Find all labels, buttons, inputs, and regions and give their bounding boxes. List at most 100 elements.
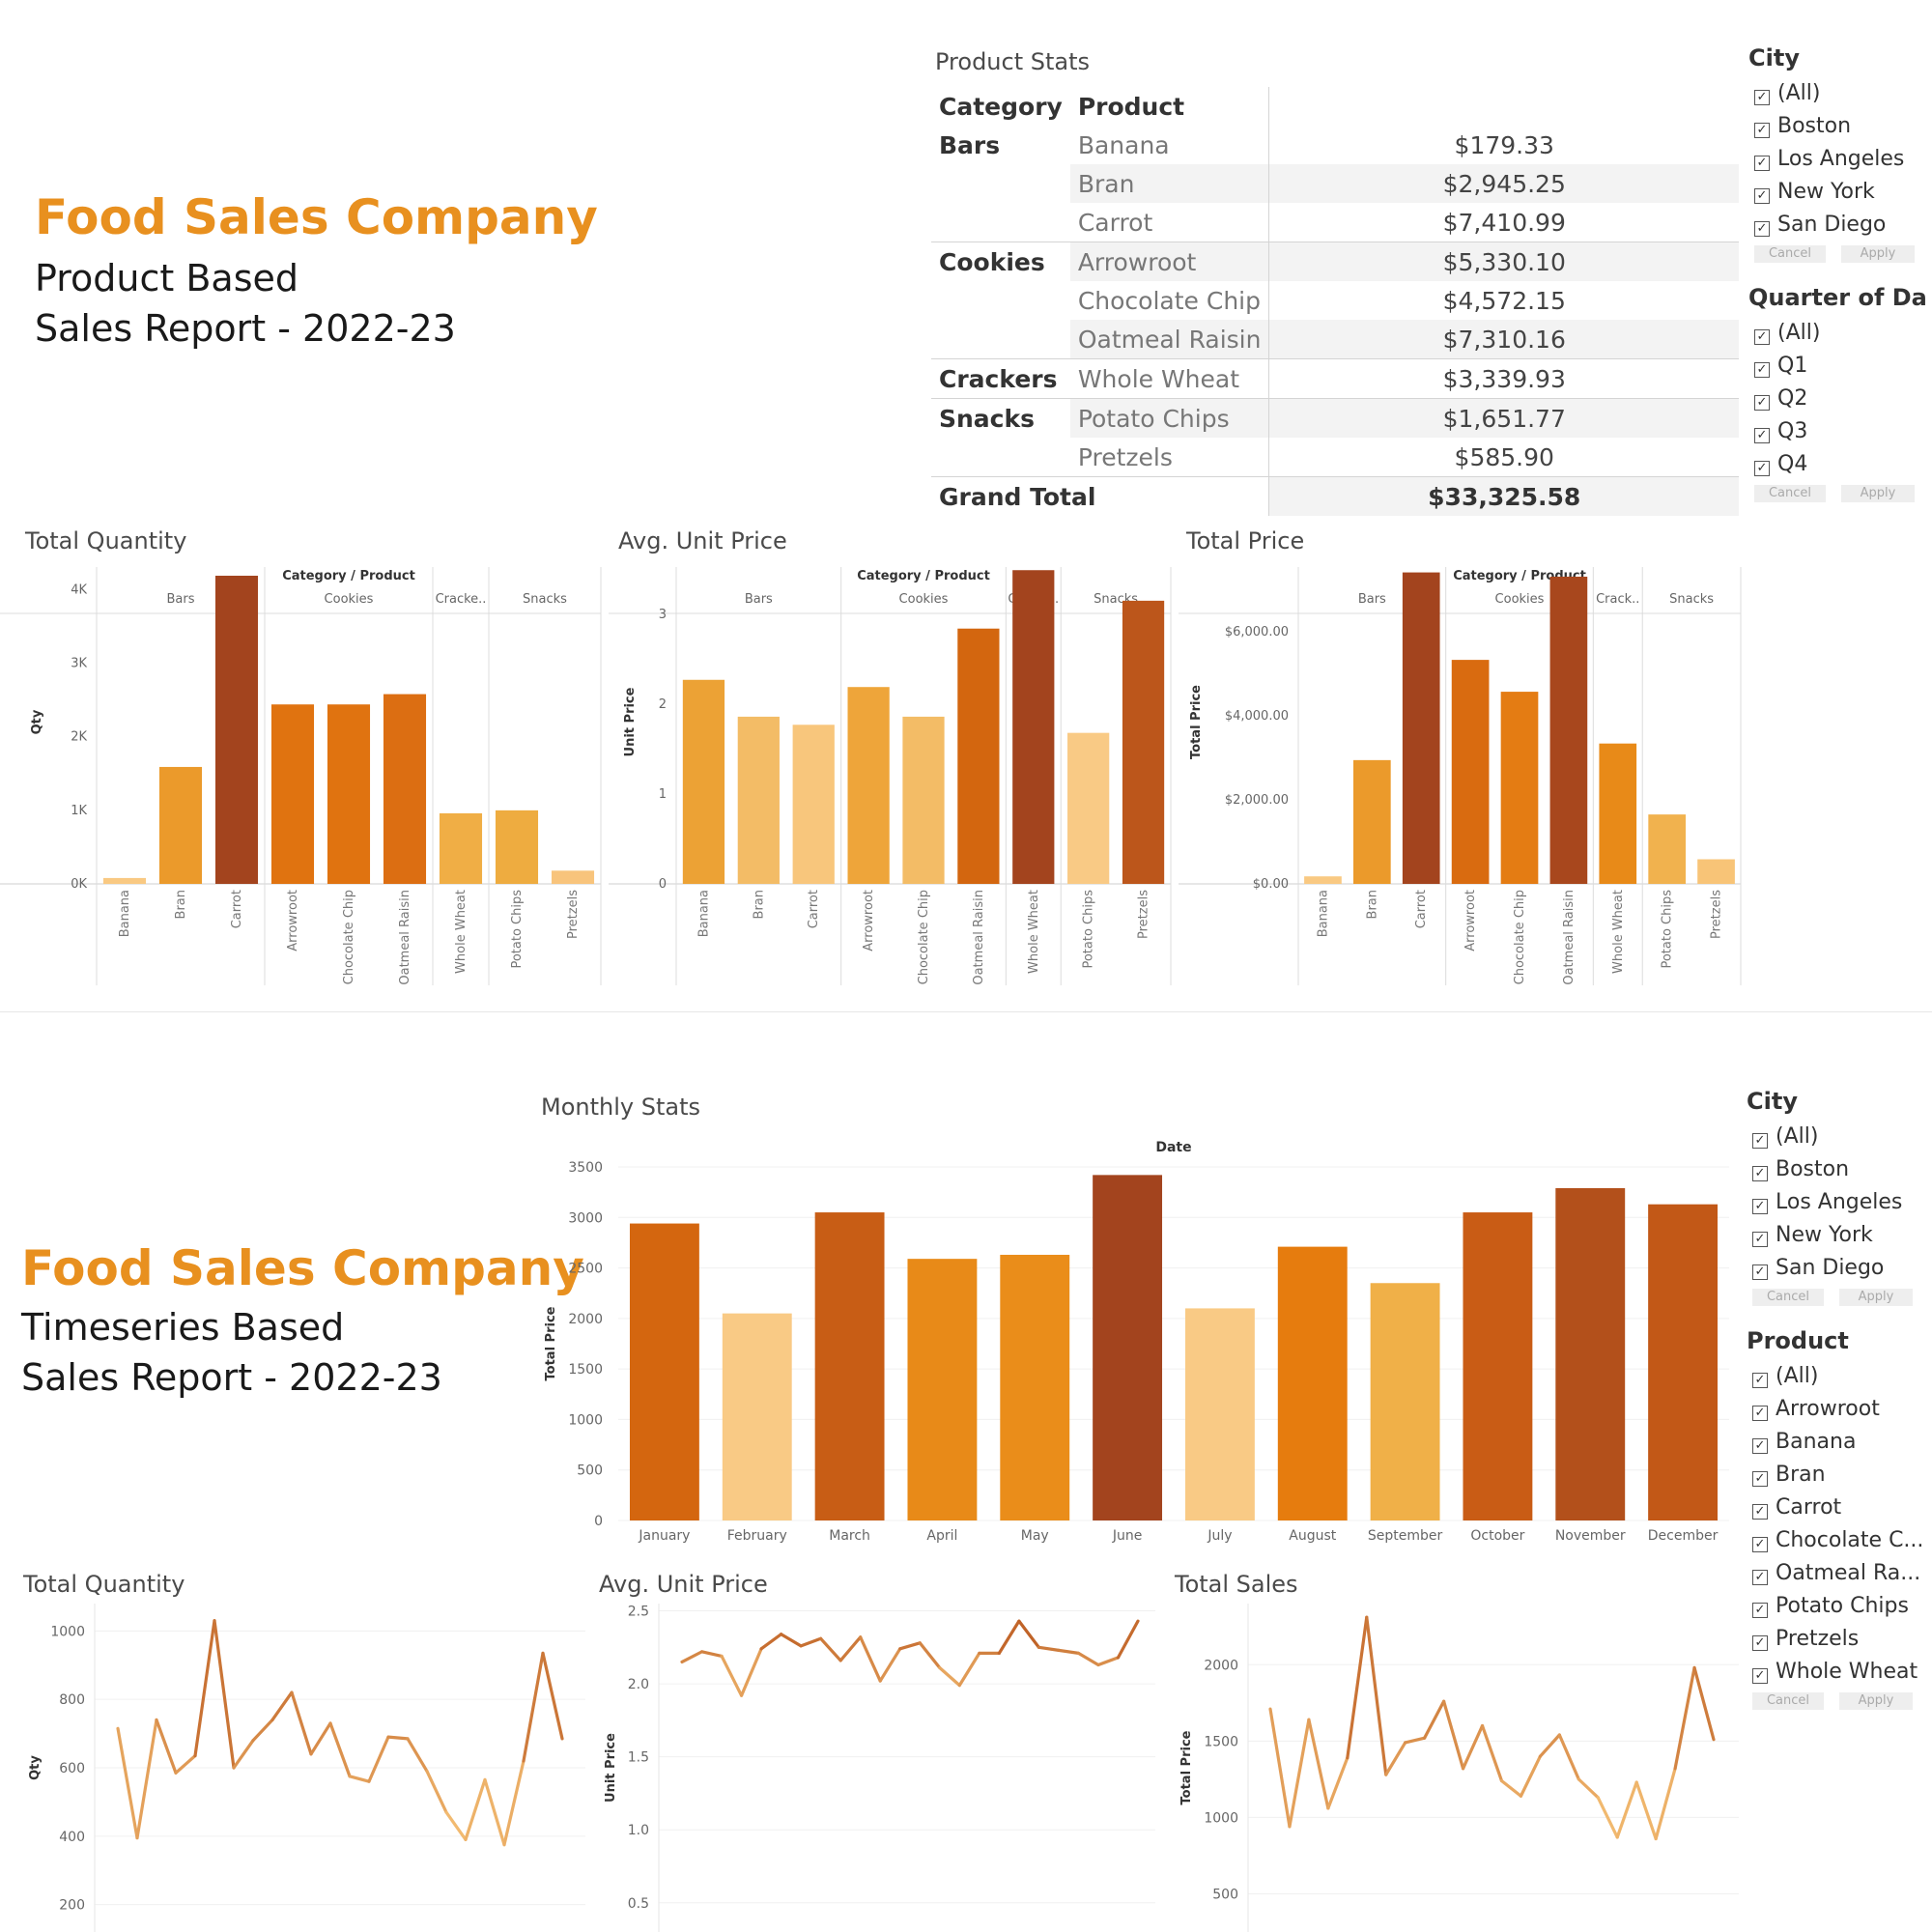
filter-option-label: San Diego (1776, 1256, 1885, 1280)
checkbox-checked-icon[interactable]: ✓ (1752, 1635, 1768, 1651)
table-row[interactable]: Pretzels $585.90 (931, 438, 1739, 477)
table-row[interactable]: Cookies Arrowroot $5,330.10 (931, 242, 1739, 281)
cancel-button[interactable]: Cancel (1752, 1289, 1824, 1306)
checkbox-checked-icon[interactable]: ✓ (1752, 1133, 1768, 1149)
column-header-product[interactable]: Product (1069, 87, 1270, 126)
line-segment (1288, 1718, 1311, 1829)
checkbox-checked-icon[interactable]: ✓ (1752, 1570, 1768, 1585)
filter-option[interactable]: ✓ New York (1747, 1219, 1928, 1252)
filter-option[interactable]: ✓ Carrot (1747, 1492, 1928, 1524)
checkbox-checked-icon[interactable]: ✓ (1754, 362, 1770, 378)
checkbox-checked-icon[interactable]: ✓ (1752, 1373, 1768, 1388)
table-row[interactable]: Oatmeal Raisin $7,310.16 (931, 320, 1739, 359)
filter-option[interactable]: ✓ Q3 (1748, 415, 1928, 448)
cancel-button[interactable]: Cancel (1754, 245, 1826, 263)
line-segment (193, 1619, 216, 1758)
checkbox-checked-icon[interactable]: ✓ (1754, 188, 1770, 204)
filter-option[interactable]: ✓ Potato Chips (1747, 1590, 1928, 1623)
checkbox-checked-icon[interactable]: ✓ (1752, 1471, 1768, 1487)
checkbox-checked-icon[interactable]: ✓ (1752, 1232, 1768, 1247)
checkbox-checked-icon[interactable]: ✓ (1754, 329, 1770, 345)
checkbox-checked-icon[interactable]: ✓ (1752, 1199, 1768, 1214)
x-tick-label: March (829, 1528, 870, 1544)
apply-button[interactable]: Apply (1839, 1692, 1913, 1710)
checkbox-checked-icon[interactable]: ✓ (1752, 1603, 1768, 1618)
filter-option[interactable]: ✓ Los Angeles (1747, 1186, 1928, 1219)
bar (792, 724, 835, 884)
apply-button[interactable]: Apply (1839, 1289, 1913, 1306)
checkbox-checked-icon[interactable]: ✓ (1754, 428, 1770, 443)
checkbox-checked-icon[interactable]: ✓ (1754, 90, 1770, 105)
checkbox-checked-icon[interactable]: ✓ (1752, 1438, 1768, 1454)
checkbox-checked-icon[interactable]: ✓ (1754, 395, 1770, 411)
filter-option[interactable]: ✓ Los Angeles (1748, 143, 1928, 176)
filter-option[interactable]: ✓ (All) (1747, 1121, 1928, 1153)
checkbox-checked-icon[interactable]: ✓ (1754, 156, 1770, 171)
table-row[interactable]: Bars Banana $179.33 (931, 126, 1739, 164)
y-tick-label: 0 (594, 1514, 603, 1529)
checkbox-checked-icon[interactable]: ✓ (1752, 1166, 1768, 1181)
table-row[interactable]: Crackers Whole Wheat $3,339.93 (931, 358, 1739, 399)
filter-option[interactable]: ✓ (All) (1748, 317, 1928, 350)
apply-button[interactable]: Apply (1841, 485, 1915, 502)
filter-option-label: Banana (1776, 1430, 1857, 1454)
filter-option[interactable]: ✓ Pretzels (1747, 1623, 1928, 1656)
column-header-category[interactable]: Category (939, 92, 1063, 121)
line-segment (502, 1759, 526, 1847)
checkbox-checked-icon[interactable]: ✓ (1754, 123, 1770, 138)
x-tick-label: Potato Chips (1082, 890, 1096, 969)
filter-option[interactable]: ✓ Boston (1748, 110, 1928, 143)
apply-button[interactable]: Apply (1841, 245, 1915, 263)
filter-option[interactable]: ✓ Arrowroot (1747, 1393, 1928, 1426)
line-segment (1673, 1665, 1696, 1771)
table-row[interactable]: Chocolate Chip $4,572.15 (931, 281, 1739, 320)
table-cell-category (931, 320, 1070, 359)
checkbox-checked-icon[interactable]: ✓ (1752, 1504, 1768, 1520)
filter-option[interactable]: ✓ (All) (1748, 77, 1928, 110)
filter-option[interactable]: ✓ Bran (1747, 1459, 1928, 1492)
line-segment (328, 1721, 352, 1778)
line-segment (1326, 1756, 1350, 1810)
filter-option-label: Q2 (1777, 386, 1808, 411)
cancel-button[interactable]: Cancel (1754, 485, 1826, 502)
bar (722, 1313, 792, 1520)
filter-option[interactable]: ✓ (All) (1747, 1360, 1928, 1393)
checkbox-checked-icon[interactable]: ✓ (1752, 1537, 1768, 1552)
checkbox-checked-icon[interactable]: ✓ (1754, 461, 1770, 476)
filter-option-label: Q3 (1777, 419, 1808, 443)
y-tick-label: 500 (577, 1463, 603, 1479)
filter-option[interactable]: ✓ San Diego (1748, 209, 1928, 242)
table-row[interactable]: Bran $2,945.25 (931, 164, 1739, 203)
filter-option[interactable]: ✓ Boston (1747, 1153, 1928, 1186)
filter-option[interactable]: ✓ Q2 (1748, 383, 1928, 415)
filter-option[interactable]: ✓ Banana (1747, 1426, 1928, 1459)
filter-option-label: Q4 (1777, 452, 1808, 476)
monthly-stats-title: Monthly Stats (541, 1094, 700, 1121)
checkbox-checked-icon[interactable]: ✓ (1752, 1406, 1768, 1421)
group-label: Bars (745, 592, 773, 607)
y-tick-label: 1500 (568, 1362, 603, 1378)
checkbox-checked-icon[interactable]: ✓ (1754, 221, 1770, 237)
x-tick-label: Bran (1365, 890, 1379, 919)
group-label: Bars (1358, 592, 1386, 607)
checkbox-checked-icon[interactable]: ✓ (1752, 1668, 1768, 1684)
y-tick-label: 600 (59, 1761, 85, 1776)
filter-option[interactable]: ✓ Oatmeal Ra... (1747, 1557, 1928, 1590)
bar (1648, 1204, 1719, 1520)
filter-option[interactable]: ✓ Whole Wheat (1747, 1656, 1928, 1689)
cancel-button[interactable]: Cancel (1752, 1692, 1824, 1710)
filter-option[interactable]: ✓ Q4 (1748, 448, 1928, 481)
bar (629, 1223, 699, 1520)
filter-option[interactable]: ✓ New York (1748, 176, 1928, 209)
checkbox-checked-icon[interactable]: ✓ (1752, 1264, 1768, 1280)
filter-option[interactable]: ✓ San Diego (1747, 1252, 1928, 1285)
line-segment (938, 1665, 961, 1688)
line-segment (1461, 1723, 1485, 1771)
table-row[interactable]: Snacks Potato Chips $1,651.77 (931, 398, 1739, 438)
x-tick-label: Whole Wheat (454, 890, 469, 974)
filter-option[interactable]: ✓ Q1 (1748, 350, 1928, 383)
table-row[interactable]: Carrot $7,410.99 (931, 203, 1739, 242)
filter-option[interactable]: ✓ Chocolate C... (1747, 1524, 1928, 1557)
line-segment (898, 1641, 922, 1651)
